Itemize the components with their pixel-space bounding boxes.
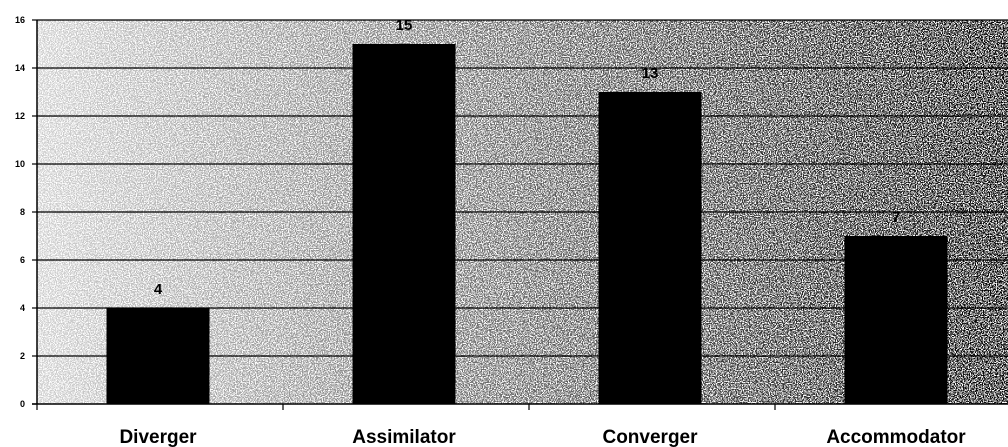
- data-labels: 4 15 13 7: [154, 17, 900, 298]
- category-label: Diverger: [119, 427, 197, 447]
- y-tick-label: 8: [20, 207, 25, 217]
- bar-converger: [598, 92, 702, 404]
- y-tick-labels: 0 2 4 6 8 10 12 14 16: [15, 15, 25, 409]
- bar-assimilator: [352, 44, 456, 404]
- y-tick-label: 14: [15, 63, 25, 73]
- y-tick-label: 4: [20, 303, 25, 313]
- category-label: Accommodator: [826, 427, 966, 447]
- y-tick-label: 0: [20, 399, 25, 409]
- y-tick-label: 2: [20, 351, 25, 361]
- y-tick-label: 16: [15, 15, 25, 25]
- y-tick-label: 10: [15, 159, 25, 169]
- data-label: 15: [396, 17, 413, 34]
- category-label: Converger: [602, 427, 698, 447]
- gridlines: [37, 19, 1008, 357]
- category-label: Assimilator: [352, 427, 456, 447]
- data-label: 7: [892, 209, 900, 226]
- y-tick-label: 12: [15, 111, 25, 121]
- axes: [32, 19, 1008, 410]
- data-label: 13: [642, 65, 659, 82]
- bar-accommodator: [844, 236, 948, 404]
- y-tick-label: 6: [20, 255, 25, 265]
- category-labels: Diverger Assimilator Converger Accommodator: [119, 427, 966, 447]
- data-label: 4: [154, 281, 163, 298]
- bars: [106, 44, 948, 404]
- bar-diverger: [106, 308, 210, 404]
